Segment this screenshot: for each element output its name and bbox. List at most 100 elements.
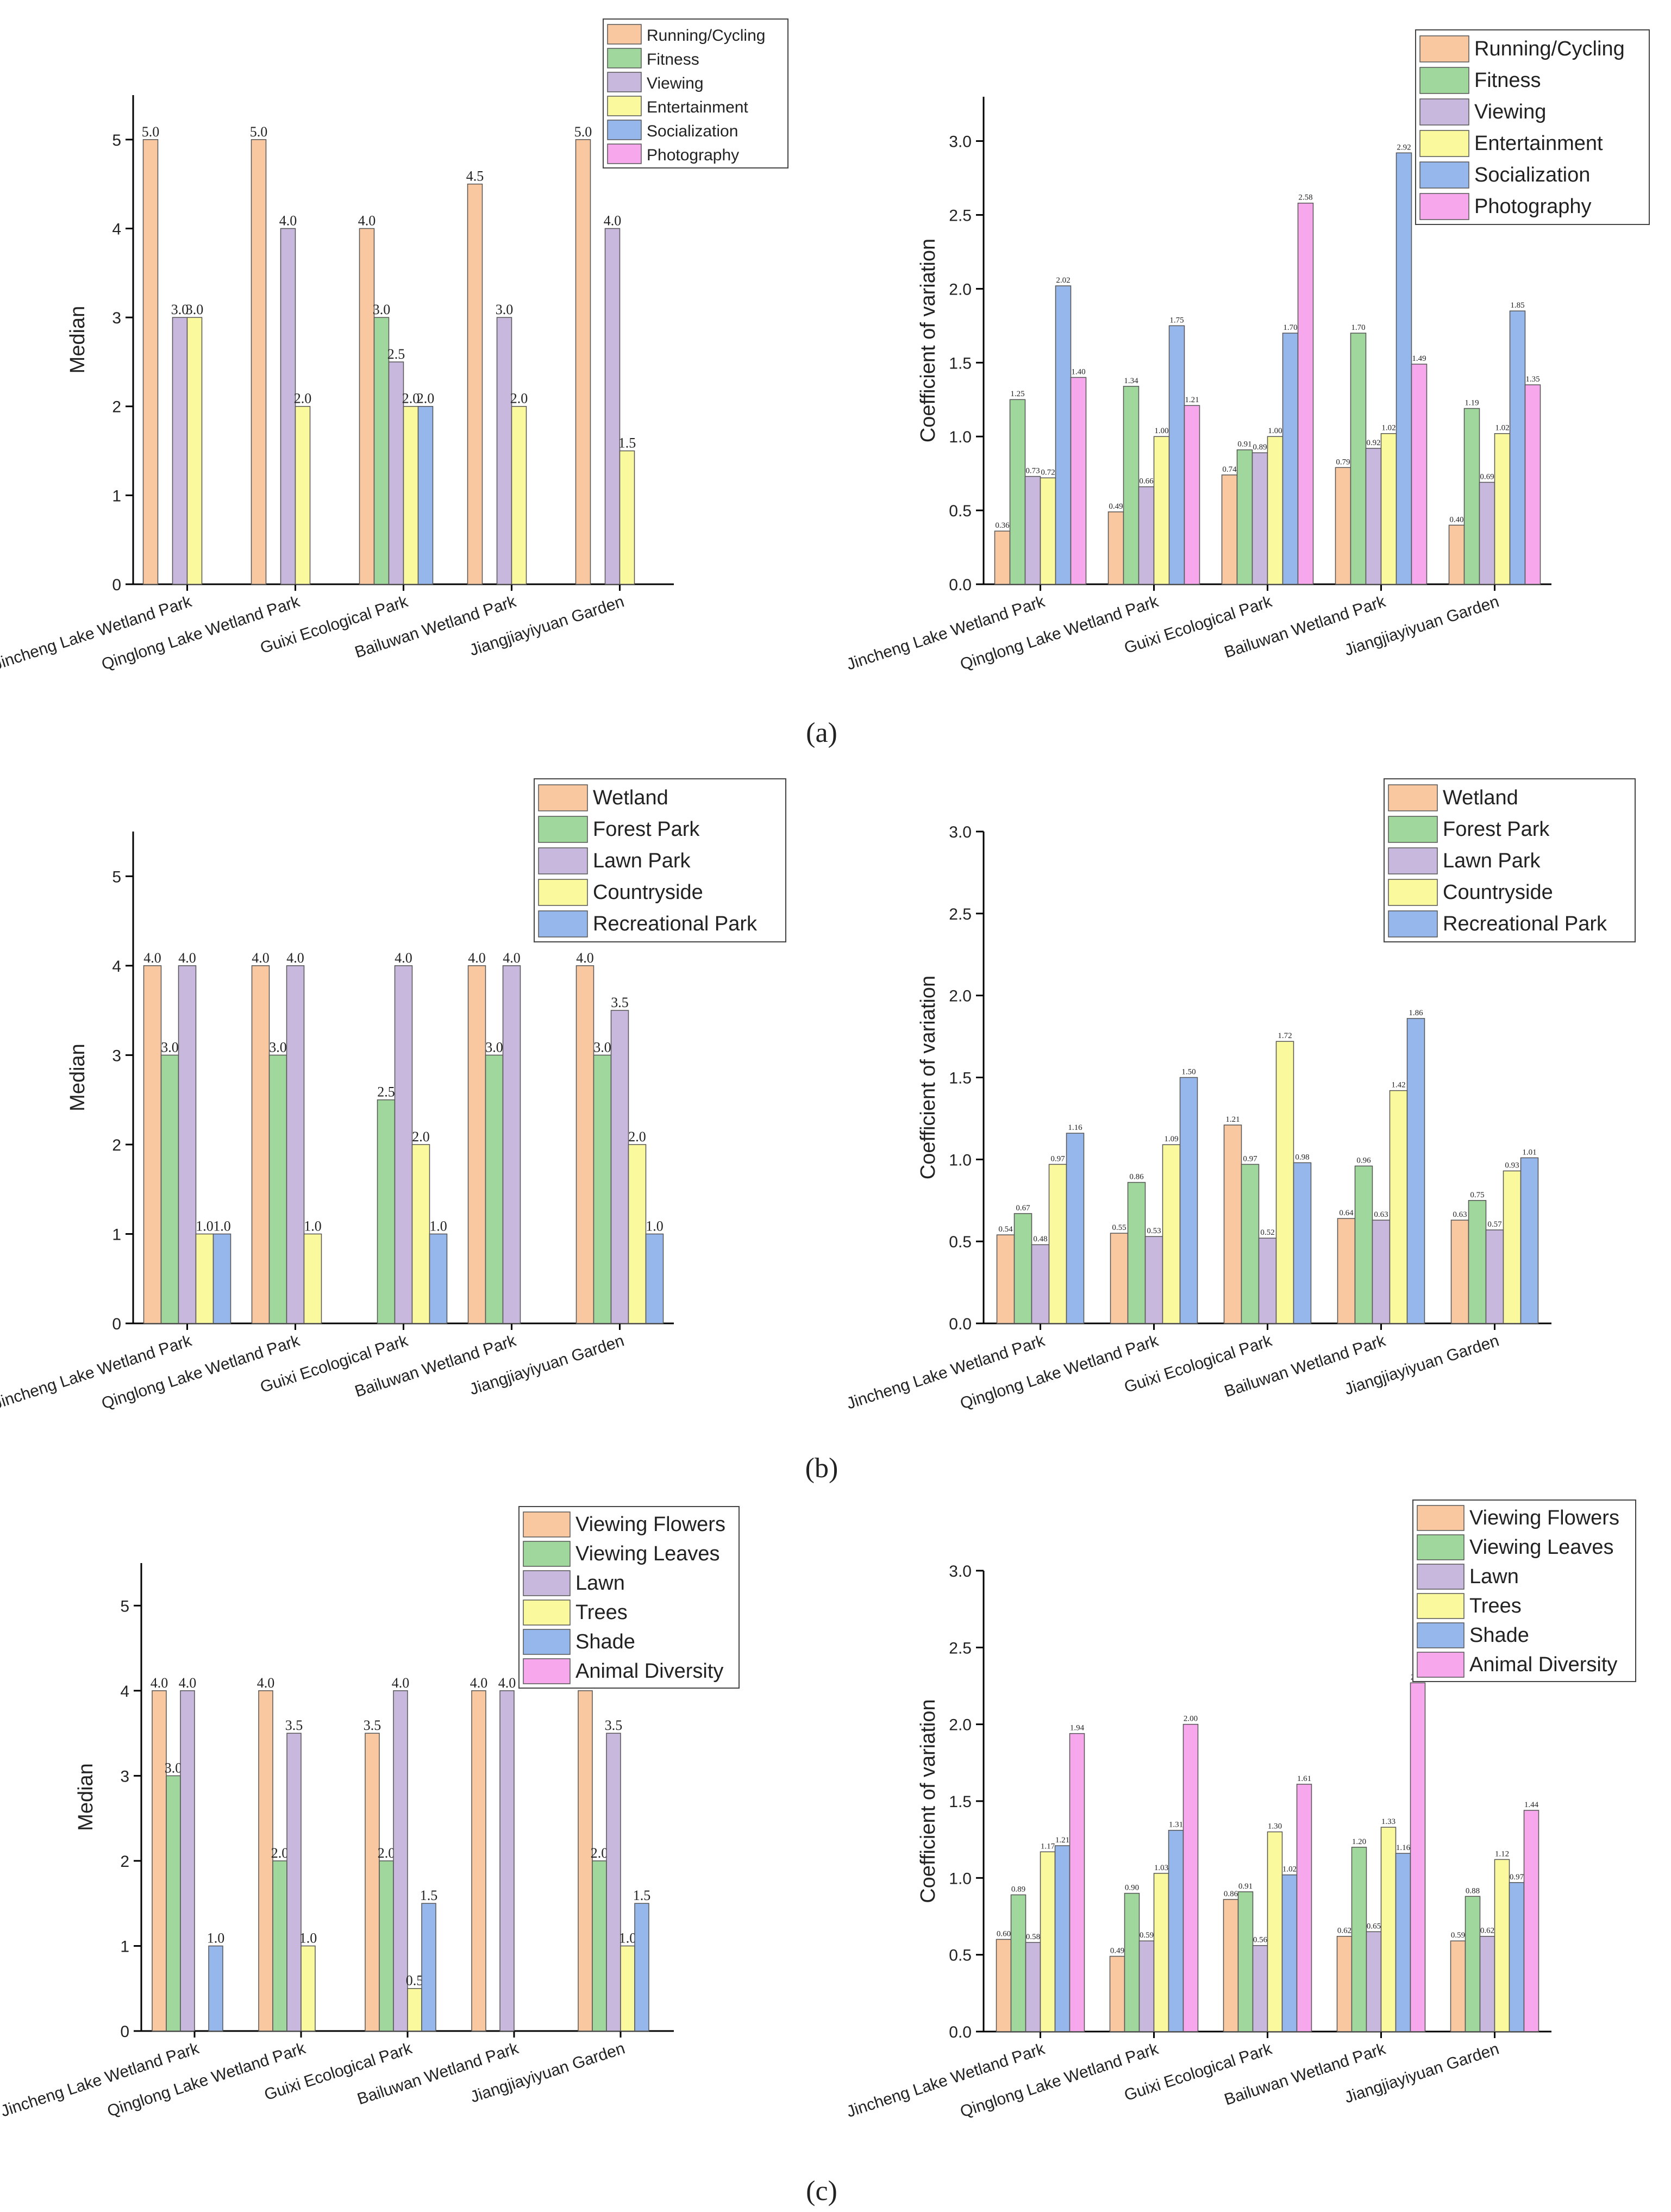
bar <box>280 228 296 585</box>
data-label: 3.0 <box>485 1039 503 1055</box>
bar <box>1354 1165 1373 1324</box>
bar <box>373 317 390 585</box>
bar <box>1380 433 1397 585</box>
legend-swatch <box>1419 35 1469 63</box>
bar <box>1127 1182 1146 1324</box>
x-category-label: Jincheng Lake Wetland Park <box>844 1332 1048 1413</box>
legend-swatch <box>1417 1593 1465 1619</box>
data-label: 0.55 <box>1112 1223 1126 1232</box>
data-label: 3.5 <box>364 1717 381 1733</box>
bar <box>575 139 591 585</box>
legend-label: Socialization <box>647 122 738 140</box>
data-label: 1.21 <box>1185 396 1199 404</box>
y-tick-label: 3.0 <box>949 1563 972 1580</box>
data-label: 0.57 <box>1487 1220 1502 1229</box>
legend-swatch <box>1388 910 1438 938</box>
data-label: 0.56 <box>1253 1936 1268 1945</box>
bar <box>996 1939 1012 2032</box>
data-label: 2.0 <box>417 391 435 407</box>
data-label: 0.60 <box>997 1929 1011 1938</box>
bar <box>379 1860 394 2032</box>
data-label: 0.93 <box>1505 1161 1519 1170</box>
legend-swatch <box>1417 1564 1465 1590</box>
data-label: 0.53 <box>1147 1227 1161 1235</box>
bar <box>429 1233 448 1324</box>
legend-label: Viewing Leaves <box>1469 1536 1613 1559</box>
y-tick-label: 2.5 <box>949 1639 972 1657</box>
y-tick-label: 2.0 <box>949 280 972 298</box>
bar <box>604 228 621 585</box>
x-category-label: Jincheng Lake Wetland Park <box>844 592 1048 674</box>
bar <box>1109 1955 1125 2032</box>
data-label: 0.75 <box>1470 1191 1484 1199</box>
bar <box>1223 1899 1239 2032</box>
data-label: 1.31 <box>1169 1821 1183 1829</box>
bar <box>160 1054 179 1324</box>
bar <box>1153 1873 1169 2032</box>
data-label: 1.40 <box>1071 367 1085 376</box>
bar <box>485 1054 504 1324</box>
data-label: 3.0 <box>269 1039 287 1055</box>
bar <box>1066 1133 1085 1324</box>
bar <box>1009 399 1026 585</box>
y-axis-title: Coefficient of variation <box>917 976 940 1179</box>
data-label: 0.58 <box>1026 1933 1040 1941</box>
bar <box>1523 1810 1539 2032</box>
bar <box>1138 486 1155 585</box>
bar <box>1070 377 1087 585</box>
data-label: 4.0 <box>151 1675 168 1691</box>
data-label: 3.0 <box>593 1039 611 1055</box>
bar <box>195 1233 214 1324</box>
data-label: 0.63 <box>1453 1210 1467 1219</box>
bar <box>1110 1233 1129 1324</box>
bar <box>1031 1244 1050 1324</box>
legend-swatch <box>1419 67 1469 94</box>
legend-swatch <box>523 1511 571 1538</box>
bar <box>251 139 267 585</box>
data-label: 0.65 <box>1367 1922 1381 1930</box>
data-label: 4.0 <box>179 1675 197 1691</box>
data-label: 4.0 <box>468 950 486 966</box>
bar <box>1275 1041 1294 1324</box>
x-category-label: Qinglong Lake Wetland Park <box>958 2040 1161 2121</box>
data-label: 2.0 <box>628 1129 646 1145</box>
legend-swatch <box>1417 1622 1465 1648</box>
legend-label: Countryside <box>1443 881 1553 904</box>
data-label: 0.48 <box>1033 1235 1047 1244</box>
bar <box>511 405 527 585</box>
y-tick-label: 0 <box>112 1315 121 1333</box>
data-label: 3.0 <box>496 302 514 317</box>
bar <box>1237 1891 1254 2032</box>
data-label: 1.21 <box>1055 1836 1069 1845</box>
legend-label: Animal Diversity <box>1469 1653 1617 1676</box>
bar <box>1223 1124 1242 1324</box>
legend-swatch <box>607 72 642 92</box>
y-axis-title: Coefficient of variation <box>917 239 940 442</box>
data-label: 3.0 <box>373 302 391 317</box>
data-label: 1.16 <box>1396 1844 1411 1852</box>
bar <box>1267 1831 1283 2032</box>
data-label: 0.86 <box>1129 1173 1144 1182</box>
bar <box>1055 285 1072 585</box>
data-label: 4.0 <box>604 213 622 228</box>
data-label: 2.0 <box>412 1129 430 1145</box>
bar <box>1168 325 1185 585</box>
y-tick-label: 2.5 <box>949 207 972 224</box>
data-label: 2.5 <box>377 1084 395 1100</box>
y-tick-label: 0.5 <box>949 1947 972 1965</box>
bar <box>180 1690 195 2032</box>
bar <box>1221 474 1238 585</box>
panel-caption-b: (b) <box>805 1453 838 1484</box>
bar <box>1351 1847 1367 2032</box>
bar <box>1168 1829 1184 2032</box>
data-label: 0.64 <box>1339 1209 1354 1217</box>
legend-label: Fitness <box>647 51 699 68</box>
y-tick-label: 5 <box>112 132 121 149</box>
legend-label: Recreational Park <box>593 913 758 935</box>
legend-label: Viewing <box>647 74 704 92</box>
bar <box>1350 333 1367 585</box>
data-label: 1.02 <box>1381 424 1395 433</box>
legend-label: Running/Cycling <box>1474 38 1625 60</box>
legend-swatch <box>607 96 642 116</box>
